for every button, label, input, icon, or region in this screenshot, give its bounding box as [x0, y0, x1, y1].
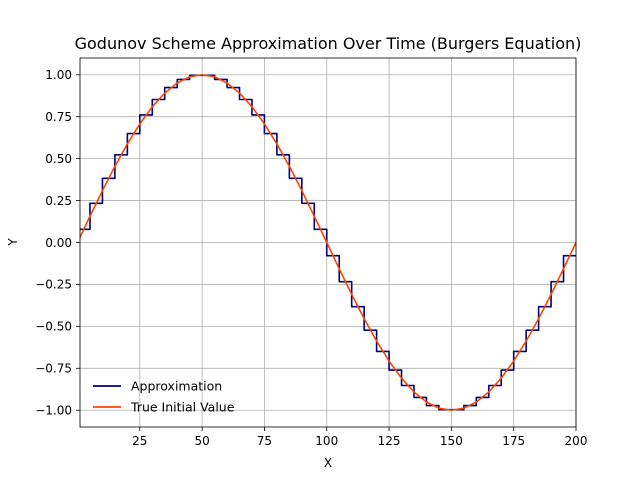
y-tick-label-5: 0.25 — [45, 194, 72, 208]
y-tick-label-4: 0.00 — [45, 236, 72, 250]
plot-series — [80, 73, 576, 412]
x-tick-label-6: 175 — [502, 434, 525, 448]
y-axis-label: Y — [6, 238, 20, 247]
x-tick-label-1: 50 — [194, 434, 209, 448]
y-tick-label-3: −0.25 — [35, 278, 72, 292]
x-tick-label-5: 150 — [440, 434, 463, 448]
y-tick-label-0: −1.00 — [35, 404, 72, 418]
x-tick-label-4: 125 — [378, 434, 401, 448]
grid-lines — [80, 58, 577, 427]
y-tick-label-8: 1.00 — [45, 68, 72, 82]
y-axis-ticks: −1.00 −0.75 −0.50 −0.25 0.00 0.25 0.50 0.75 1.00 — [35, 68, 80, 418]
legend-label-approximation: Approximation — [131, 379, 222, 394]
x-tick-label-2: 75 — [257, 434, 272, 448]
chart-title: Godunov Scheme Approximation Over Time (… — [75, 34, 582, 53]
x-tick-label-0: 25 — [132, 434, 147, 448]
x-axis-label: X — [324, 456, 332, 470]
y-tick-label-2: −0.50 — [35, 320, 72, 334]
y-tick-label-1: −0.75 — [35, 362, 72, 376]
x-tick-label-7: 200 — [565, 434, 588, 448]
legend-label-true-initial-value: True Initial Value — [130, 400, 235, 415]
legend: Approximation True Initial Value — [93, 379, 235, 415]
y-tick-label-6: 0.50 — [45, 152, 72, 166]
series-line-true-initial-value — [80, 73, 576, 412]
x-axis-ticks: 25 50 75 100 125 150 175 200 — [132, 427, 587, 448]
x-tick-label-3: 100 — [315, 434, 338, 448]
y-tick-label-7: 0.75 — [45, 110, 72, 124]
